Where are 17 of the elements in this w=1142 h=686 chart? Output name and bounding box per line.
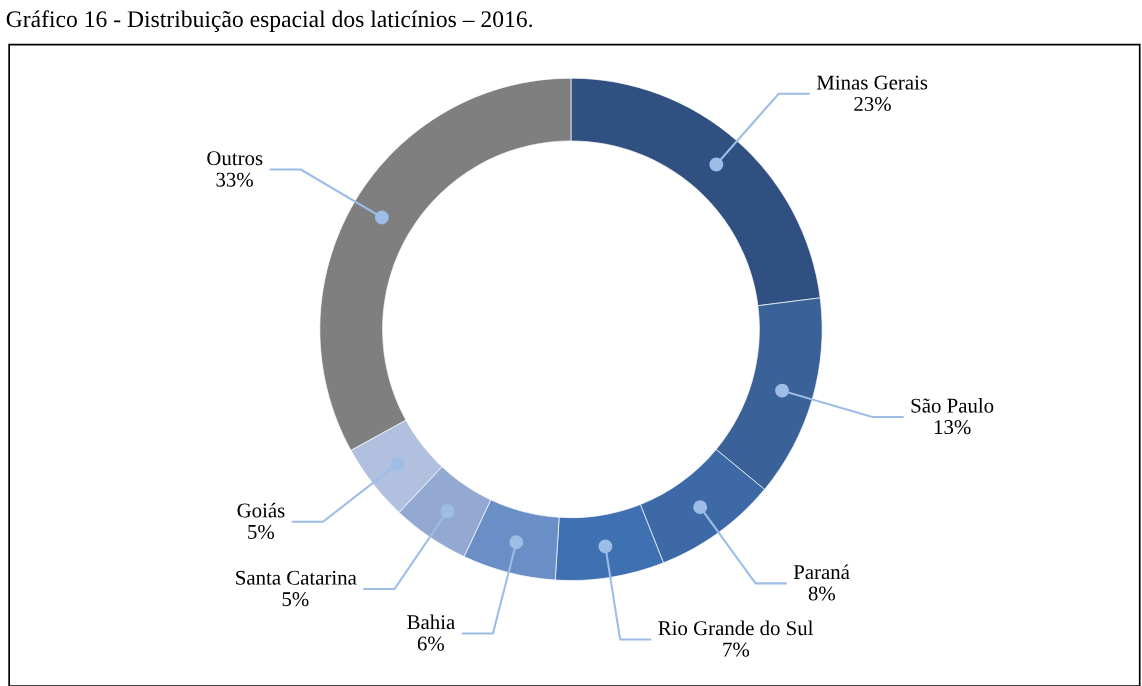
- data-label: 33%: [216, 172, 253, 187]
- data-label: 5%: [282, 592, 309, 607]
- slice-label: Santa Catarina: [236, 570, 357, 585]
- slice-label: Goiás: [237, 502, 285, 518]
- data-label: 6%: [417, 636, 444, 651]
- slice-label: Paraná: [793, 564, 850, 580]
- slice-label: Bahia: [407, 614, 455, 630]
- data-label: 23%: [854, 96, 891, 112]
- slice-label: Outros: [207, 151, 263, 166]
- slice-label: Minas Gerais: [816, 75, 928, 90]
- data-label: 8%: [808, 586, 836, 601]
- slice-label: São Paulo: [911, 398, 994, 413]
- slice-label: Rio Grande do Sul: [658, 620, 814, 636]
- data-label: 7%: [723, 642, 750, 657]
- chart-title: Gráfico 16 - Distribuição espacial dos laticínios – 2016.: [6, 10, 532, 32]
- data-label: 13%: [934, 420, 971, 435]
- data-label: 5%: [248, 524, 275, 540]
